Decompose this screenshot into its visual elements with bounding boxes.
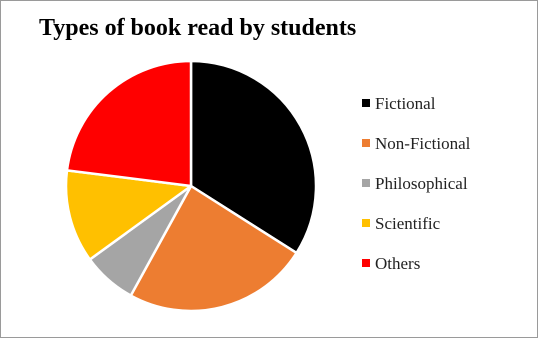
legend-label-fictional: Fictional [375, 94, 436, 113]
pie-slice-scientific [64, 169, 193, 261]
legend-swatch-fictional [362, 99, 370, 107]
legend-swatch-scientific [362, 219, 370, 227]
pie-slices [64, 59, 318, 313]
pie-slice-non-fictional [129, 184, 298, 313]
legend-label-philosophical: Philosophical [375, 174, 468, 193]
legend-label-non-fictional: Non-Fictional [375, 134, 471, 153]
legend-label-scientific: Scientific [375, 214, 441, 233]
chart-title: Types of book read by students [39, 15, 357, 41]
pie-slice-others [65, 59, 193, 188]
legend-swatch-philosophical [362, 179, 370, 187]
legend-label-others: Others [375, 254, 420, 273]
legend: Fictional Non-Fictional Philosophical Scien… [362, 94, 471, 273]
legend-swatch-non-fictional [362, 139, 370, 147]
legend-swatch-others [362, 259, 370, 267]
